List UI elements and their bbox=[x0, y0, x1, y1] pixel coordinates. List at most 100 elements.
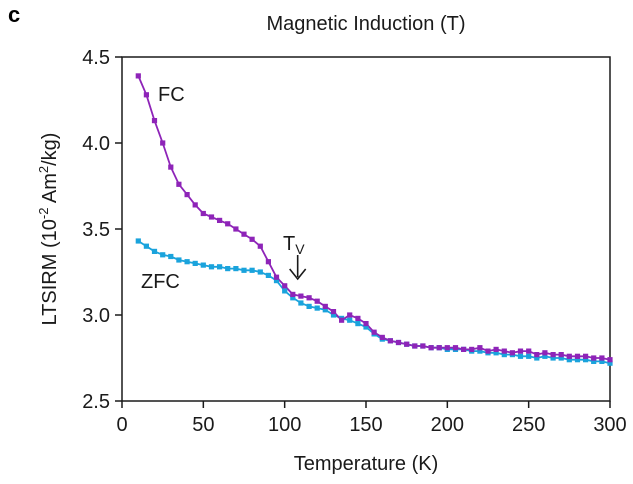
fc-data-point bbox=[265, 259, 271, 265]
fc-data-point bbox=[151, 118, 158, 124]
fc-data-point bbox=[306, 295, 312, 301]
zfc-data-point bbox=[290, 295, 296, 301]
y-axis-title-mid: Am bbox=[39, 173, 61, 207]
fc-data-point bbox=[225, 221, 231, 227]
zfc-data-point bbox=[347, 317, 353, 323]
fc-data-point bbox=[282, 283, 288, 289]
fc-data-point bbox=[444, 345, 450, 351]
zfc-data-point bbox=[257, 269, 263, 275]
zfc-data-point bbox=[355, 321, 361, 327]
zfc-data-point bbox=[192, 260, 198, 266]
fc-data-point bbox=[452, 345, 459, 351]
zfc-data-point bbox=[282, 288, 288, 294]
fc-data-point bbox=[395, 339, 402, 346]
zfc-data-point bbox=[517, 353, 524, 359]
zfc-data-point bbox=[176, 257, 182, 263]
zfc-data-point bbox=[574, 357, 581, 363]
fc-data-point bbox=[428, 345, 434, 351]
axis-ticks: 0 50 100 150 200 250 300 2.5 3.0 3.5 4.0 4.5 bbox=[82, 47, 627, 436]
fc-data-point bbox=[330, 309, 337, 315]
x-tick-label: 200 bbox=[431, 414, 464, 436]
zfc-series-label: ZFC bbox=[141, 271, 180, 293]
fc-data-point bbox=[493, 346, 499, 352]
zfc-data-point bbox=[160, 252, 166, 258]
fc-data-point bbox=[591, 355, 597, 361]
fc-data-point bbox=[509, 350, 515, 356]
y-tick-label: 3.0 bbox=[82, 305, 110, 327]
y-tick-label: 2.5 bbox=[82, 391, 110, 413]
plot-frame bbox=[121, 56, 611, 402]
fc-data-point bbox=[420, 343, 426, 349]
zfc-data-point bbox=[322, 307, 328, 313]
top-residual-axis-title: Magnetic Induction (T) bbox=[267, 13, 466, 35]
fc-data-point bbox=[208, 214, 215, 220]
zfc-data-point bbox=[477, 348, 483, 354]
fc-data-point bbox=[550, 352, 556, 358]
zfc-data-point bbox=[217, 264, 223, 270]
zfc-data-point bbox=[135, 238, 141, 244]
fc-data-point bbox=[233, 226, 239, 232]
fc-data-point bbox=[412, 343, 418, 349]
zfc-data-point bbox=[249, 267, 255, 273]
fc-data-point bbox=[143, 92, 149, 98]
x-tick-label: 0 bbox=[116, 414, 127, 436]
zfc-data-point bbox=[273, 278, 280, 284]
x-tick-label: 50 bbox=[192, 414, 214, 436]
zfc-data-point bbox=[265, 272, 271, 278]
fc-data-point bbox=[160, 140, 166, 146]
zfc-data-point bbox=[558, 355, 564, 361]
zfc-data-point bbox=[493, 350, 499, 356]
fc-data-point bbox=[135, 73, 141, 79]
zfc-data-point bbox=[501, 352, 507, 358]
fc-data-point bbox=[355, 315, 361, 321]
fc-data-point bbox=[363, 321, 369, 327]
fc-data-point bbox=[501, 348, 507, 354]
fc-data-point bbox=[485, 348, 491, 354]
y-axis-title-pre: LTSIRM (10 bbox=[39, 219, 61, 325]
x-tick-label: 250 bbox=[512, 414, 545, 436]
fc-data-point bbox=[526, 348, 532, 354]
tv-arrow bbox=[289, 255, 307, 281]
fc-data-point bbox=[192, 202, 198, 208]
zfc-data-point bbox=[550, 355, 556, 361]
zfc-data-point bbox=[184, 259, 190, 265]
fc-data-point bbox=[249, 236, 255, 242]
tv-annotation-main: T bbox=[283, 233, 295, 255]
fc-data-point bbox=[314, 298, 320, 304]
zfc-data-point bbox=[208, 264, 215, 270]
fc-data-point bbox=[461, 346, 467, 352]
x-axis-title: Temperature (K) bbox=[294, 453, 439, 475]
fc-data-point bbox=[517, 348, 524, 354]
zfc-data-point bbox=[526, 353, 532, 359]
fc-data-point bbox=[273, 274, 280, 280]
fc-data-point bbox=[217, 217, 223, 223]
tv-annotation-sub: V bbox=[295, 241, 305, 257]
zfc-data-point bbox=[363, 324, 369, 330]
tv-annotation: TV bbox=[283, 233, 305, 257]
zfc-data-point bbox=[591, 358, 597, 364]
zfc-data-point bbox=[534, 355, 540, 361]
y-axis-title-post: /kg) bbox=[39, 133, 61, 166]
zfc-data-point bbox=[151, 248, 158, 254]
fc-data-point bbox=[176, 181, 182, 187]
fc-data-point bbox=[387, 338, 393, 344]
fc-data-point bbox=[371, 329, 377, 335]
fc-data-point bbox=[200, 210, 206, 217]
zfc-series-line bbox=[137, 240, 611, 365]
zfc-data-point bbox=[607, 360, 613, 366]
zfc-data-point bbox=[542, 353, 548, 359]
x-tick-label: 100 bbox=[268, 414, 301, 436]
fc-data-point bbox=[298, 293, 304, 299]
y-tick-label: 4.5 bbox=[82, 47, 110, 69]
y-tick-label: 4.0 bbox=[82, 133, 110, 155]
x-tick-label: 150 bbox=[349, 414, 382, 436]
fc-data-point bbox=[347, 312, 353, 318]
fc-data-point bbox=[566, 353, 572, 359]
zfc-data-point bbox=[241, 267, 247, 273]
zfc-data-point bbox=[314, 305, 320, 311]
fc-data-point bbox=[477, 345, 483, 351]
fc-data-point bbox=[404, 341, 410, 347]
zfc-data-point bbox=[306, 303, 312, 309]
fc-data-point bbox=[542, 350, 548, 356]
x-tick-label: 300 bbox=[593, 414, 626, 436]
